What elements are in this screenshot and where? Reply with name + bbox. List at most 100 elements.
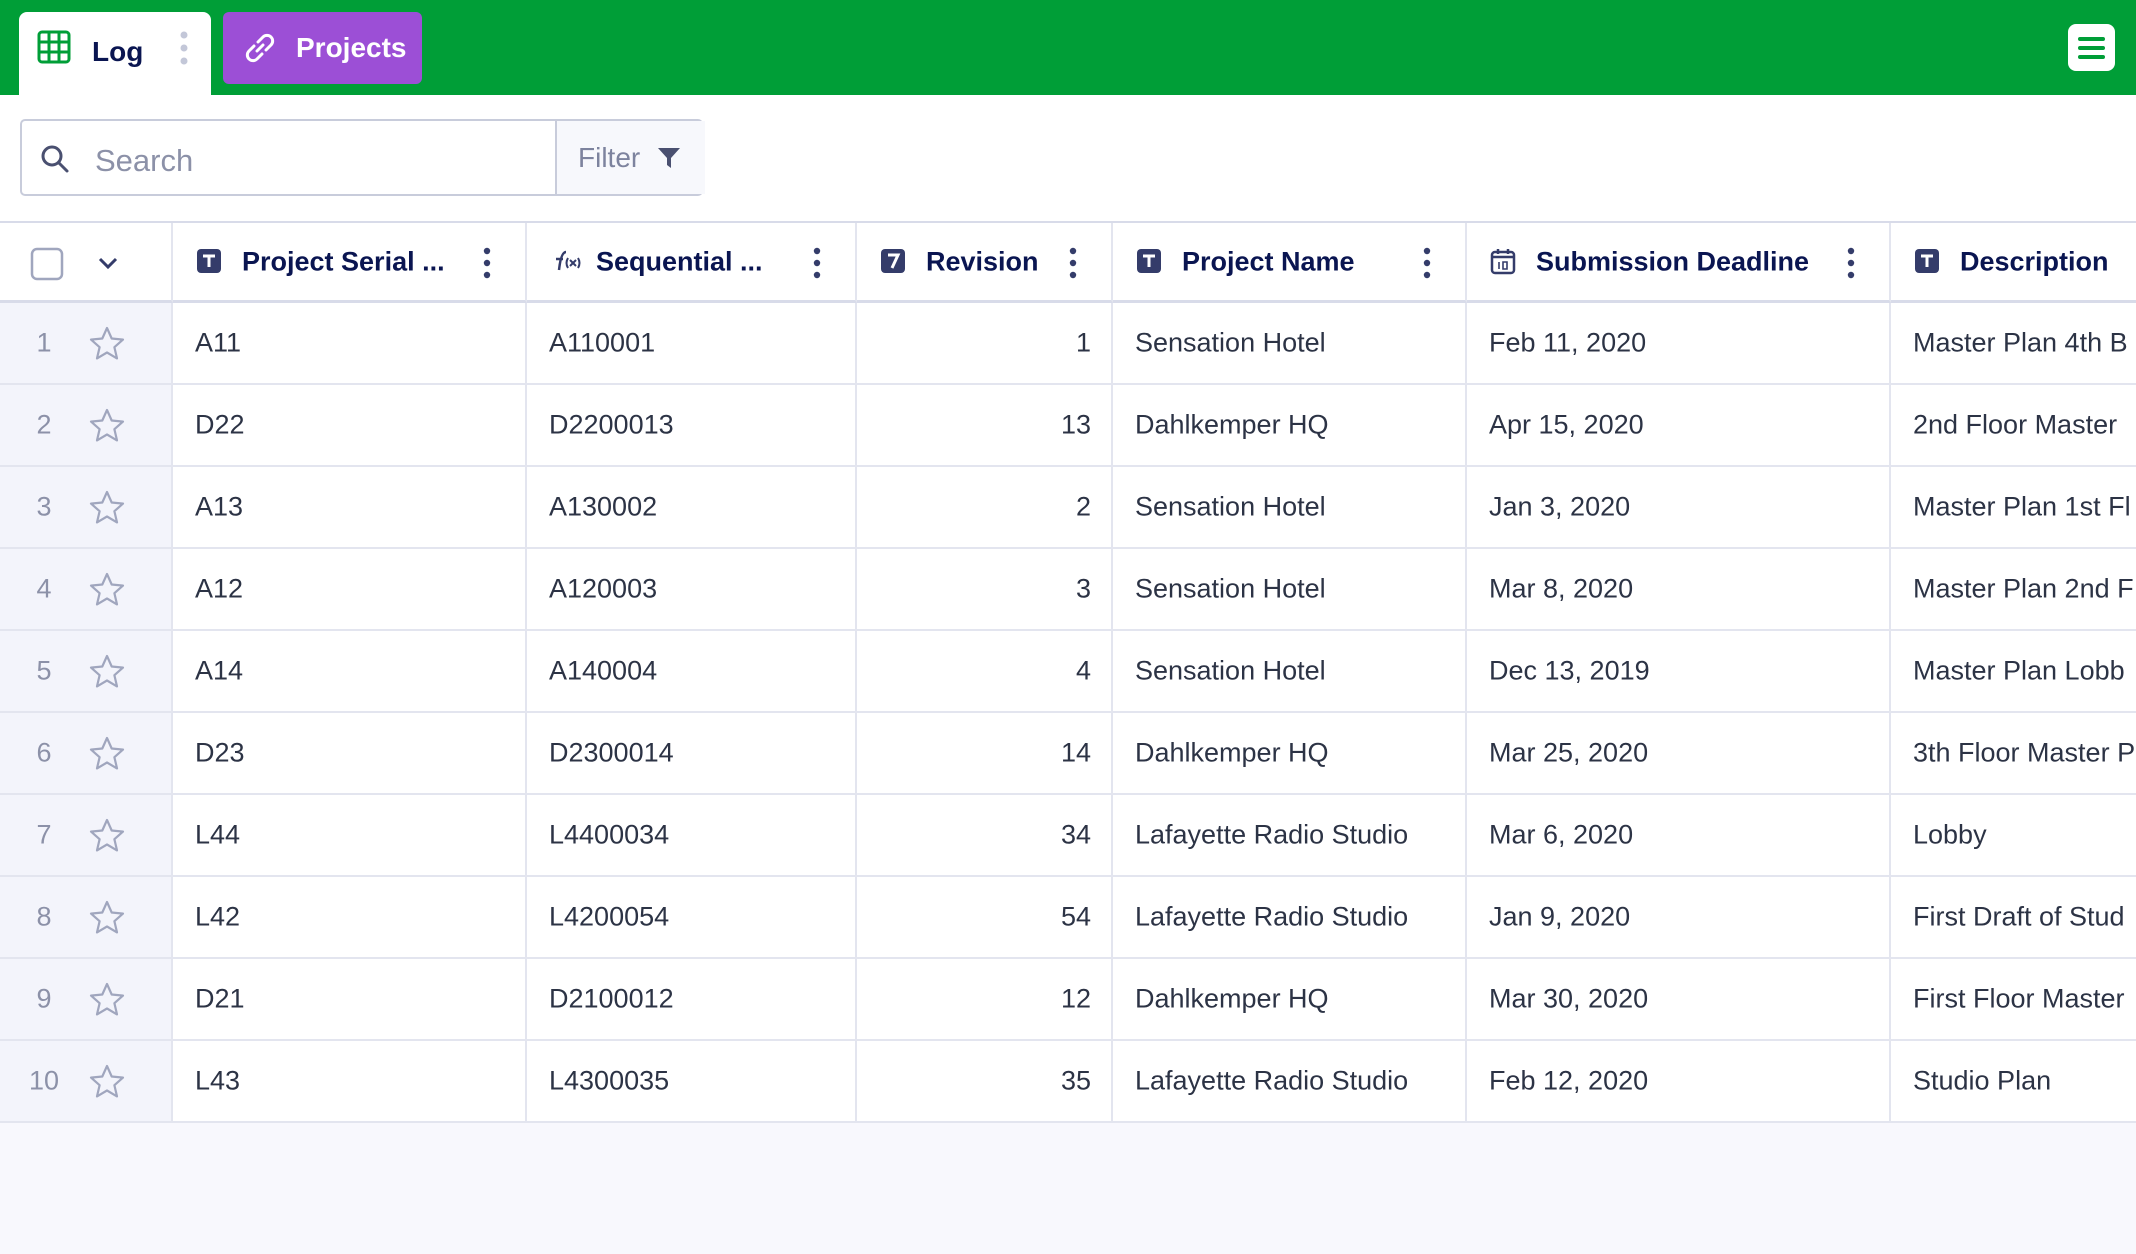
star-button (89, 654, 125, 688)
table-cell[interactable]: 2nd Floor Master (1891, 385, 2136, 467)
table-cell[interactable]: Lafayette Radio Studio (1113, 877, 1467, 959)
table-cell[interactable]: L44 (173, 795, 527, 877)
table-cell[interactable]: 4 (857, 631, 1113, 713)
menu-button[interactable] (2068, 24, 2115, 71)
table-cell[interactable]: Dahlkemper HQ (1113, 713, 1467, 795)
table-cell[interactable]: D2100012 (527, 959, 857, 1041)
column-type-icon (1915, 249, 1939, 273)
table-cell[interactable]: Sensation Hotel (1113, 467, 1467, 549)
cell-text: Mar 25, 2020 (1489, 737, 1649, 768)
tab-menu[interactable] (179, 30, 189, 66)
table-cell[interactable]: Dahlkemper HQ (1113, 959, 1467, 1041)
table-cell[interactable]: Mar 25, 2020 (1467, 713, 1891, 795)
table-cell[interactable]: A12 (173, 549, 527, 631)
table-cell[interactable]: Dec 13, 2019 (1467, 631, 1891, 713)
table-cell[interactable]: A14 (173, 631, 527, 713)
table-cell[interactable]: Dahlkemper HQ (1113, 385, 1467, 467)
table-cell[interactable]: Master Plan 1st Fl (1891, 467, 2136, 549)
cell-text: Mar 30, 2020 (1489, 983, 1649, 1014)
table-cell[interactable]: 13 (857, 385, 1113, 467)
table-cell[interactable]: A130002 (527, 467, 857, 549)
table-cell[interactable]: Mar 6, 2020 (1467, 795, 1891, 877)
table-cell[interactable]: Mar 8, 2020 (1467, 549, 1891, 631)
cell-text: A12 (195, 573, 244, 604)
table-cell[interactable]: 35 (857, 1041, 1113, 1123)
column-type-icon (556, 250, 581, 271)
table-cell[interactable]: Sensation Hotel (1113, 549, 1467, 631)
table-cell[interactable]: 3 (857, 549, 1113, 631)
column-header[interactable]: Description (1891, 223, 2136, 303)
cell-text: Lafayette Radio Studio (1135, 1065, 1409, 1096)
cell-text: 2nd Floor Master (1913, 409, 2118, 440)
filter-button[interactable]: Filter (555, 121, 705, 194)
cell-text: D2100012 (549, 983, 674, 1014)
column-header[interactable]: Submission Deadline (1467, 223, 1891, 303)
table-cell[interactable]: Master Plan 4th B (1891, 303, 2136, 385)
table-cell[interactable]: D23 (173, 713, 527, 795)
table-cell[interactable]: Jan 9, 2020 (1467, 877, 1891, 959)
table-cell[interactable]: L42 (173, 877, 527, 959)
table-cell[interactable]: First Floor Master (1891, 959, 2136, 1041)
cell-text: L43 (195, 1065, 241, 1096)
table-cell[interactable]: Mar 30, 2020 (1467, 959, 1891, 1041)
row-number: 4 (36, 573, 52, 604)
table-cell[interactable]: A13 (173, 467, 527, 549)
column-header[interactable]: Project Name (1113, 223, 1467, 303)
row-number: 2 (36, 409, 52, 440)
table-cell[interactable]: A120003 (527, 549, 857, 631)
table-cell[interactable]: D22 (173, 385, 527, 467)
grid-icon (37, 30, 71, 64)
table-cell[interactable]: Master Plan 2nd F (1891, 549, 2136, 631)
table-cell[interactable]: Jan 3, 2020 (1467, 467, 1891, 549)
link-icon (245, 33, 275, 63)
table-cell[interactable]: L4300035 (527, 1041, 857, 1123)
cell-text: A110001 (549, 327, 656, 358)
table-cell[interactable]: Feb 11, 2020 (1467, 303, 1891, 385)
table-cell[interactable]: Feb 12, 2020 (1467, 1041, 1891, 1123)
table-cell[interactable]: Studio Plan (1891, 1041, 2136, 1123)
table-cell[interactable]: Lafayette Radio Studio (1113, 1041, 1467, 1123)
table-cell[interactable]: A11 (173, 303, 527, 385)
search-box[interactable]: Search Filter (20, 119, 705, 196)
table-cell[interactable]: A140004 (527, 631, 857, 713)
column-title: Submission Deadline (1536, 246, 1810, 276)
table-cell[interactable]: L43 (173, 1041, 527, 1123)
row-number: 9 (36, 983, 52, 1014)
star-button (89, 490, 125, 524)
cell-text: A11 (195, 327, 242, 358)
table-cell[interactable]: Sensation Hotel (1113, 631, 1467, 713)
cell-text: Sensation Hotel (1135, 491, 1326, 522)
table-cell[interactable]: Lobby (1891, 795, 2136, 877)
table-cell[interactable]: L4400034 (527, 795, 857, 877)
table-cell[interactable]: First Draft of Stud (1891, 877, 2136, 959)
table-cell[interactable]: 3th Floor Master P (1891, 713, 2136, 795)
table-cell[interactable]: L4200054 (527, 877, 857, 959)
table-cell[interactable]: D2200013 (527, 385, 857, 467)
column-header[interactable]: Sequential ... (527, 223, 857, 303)
cell-text: Master Plan Lobb (1913, 655, 2125, 686)
table-cell[interactable]: Sensation Hotel (1113, 303, 1467, 385)
table-cell[interactable]: 2 (857, 467, 1113, 549)
table-cell[interactable]: 14 (857, 713, 1113, 795)
table-cell[interactable]: A110001 (527, 303, 857, 385)
star-button (89, 900, 125, 934)
column-header[interactable]: Project Serial ... (173, 223, 527, 303)
table-cell[interactable]: D21 (173, 959, 527, 1041)
tab-projects[interactable]: Projects (223, 12, 422, 84)
cell-text: 14 (1060, 737, 1091, 768)
table-cell[interactable]: 1 (857, 303, 1113, 385)
column-title: Sequential ... (596, 246, 763, 276)
table-cell[interactable]: Apr 15, 2020 (1467, 385, 1891, 467)
table-cell[interactable]: Lafayette Radio Studio (1113, 795, 1467, 877)
cell-text: 13 (1060, 409, 1091, 440)
column-header[interactable]: Revision (857, 223, 1113, 303)
table-cell[interactable]: Master Plan Lobb (1891, 631, 2136, 713)
table-cell[interactable]: D2300014 (527, 713, 857, 795)
table-cell[interactable]: 12 (857, 959, 1113, 1041)
cell-text: Dahlkemper HQ (1135, 983, 1329, 1014)
cell-text: D22 (195, 409, 245, 440)
table-cell[interactable]: 34 (857, 795, 1113, 877)
tab-log[interactable]: Log (19, 12, 211, 95)
table-cell[interactable]: 54 (857, 877, 1113, 959)
